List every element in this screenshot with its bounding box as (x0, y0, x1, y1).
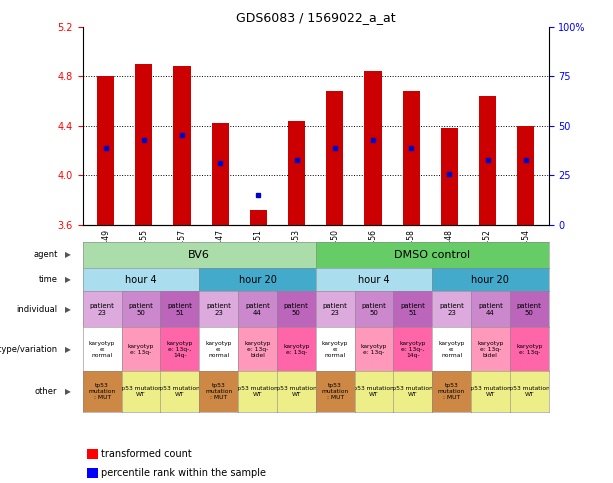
Text: other: other (35, 387, 58, 396)
Text: tp53
mutation
: MUT: tp53 mutation : MUT (205, 383, 232, 400)
Text: agent: agent (33, 250, 58, 259)
Text: ▶: ▶ (65, 275, 70, 284)
Text: ▶: ▶ (65, 305, 70, 314)
Text: time: time (39, 275, 58, 284)
Text: karyotyp
e: 13q-: karyotyp e: 13q- (283, 344, 310, 355)
Text: DMSO control: DMSO control (394, 250, 470, 260)
Text: genotype/variation: genotype/variation (0, 345, 58, 354)
Text: tp53 mutation:
WT: tp53 mutation: WT (118, 386, 164, 397)
Text: tp53 mutation:
WT: tp53 mutation: WT (274, 386, 319, 397)
Bar (88, 449, 97, 459)
Text: patient
50: patient 50 (284, 303, 309, 316)
Text: patient
23: patient 23 (439, 303, 464, 316)
Text: transformed count: transformed count (101, 449, 192, 459)
Text: ▶: ▶ (65, 387, 70, 396)
Text: patient
23: patient 23 (322, 303, 348, 316)
Text: individual: individual (17, 305, 58, 314)
Text: hour 20: hour 20 (238, 275, 276, 284)
Text: patient
51: patient 51 (400, 303, 425, 316)
Text: karyotyp
e: 13q-,
14q-: karyotyp e: 13q-, 14q- (167, 341, 193, 357)
Text: ▶: ▶ (65, 250, 70, 259)
Text: karyotyp
e: 13q-,
14q-: karyotyp e: 13q-, 14q- (400, 341, 426, 357)
Bar (326, 91, 343, 225)
Text: karyotyp
e: 13q-: karyotyp e: 13q- (516, 344, 543, 355)
Text: tp53
mutation
: MUT: tp53 mutation : MUT (438, 383, 465, 400)
Bar (517, 126, 535, 225)
Text: patient
23: patient 23 (89, 303, 115, 316)
Text: ▶: ▶ (65, 345, 70, 354)
Bar (250, 210, 267, 225)
Bar (403, 91, 420, 225)
Title: GDS6083 / 1569022_a_at: GDS6083 / 1569022_a_at (236, 11, 395, 24)
Text: tp53 mutation:
WT: tp53 mutation: WT (158, 386, 202, 397)
Bar (441, 128, 458, 225)
Text: karyotyp
e: 13q-
bidel: karyotyp e: 13q- bidel (244, 341, 271, 357)
Text: tp53 mutation:
WT: tp53 mutation: WT (235, 386, 280, 397)
Bar (479, 96, 496, 225)
Text: tp53 mutation:
WT: tp53 mutation: WT (390, 386, 435, 397)
Text: tp53 mutation:
WT: tp53 mutation: WT (351, 386, 397, 397)
Text: hour 4: hour 4 (358, 275, 390, 284)
Text: karyotyp
e:
normal: karyotyp e: normal (89, 341, 115, 357)
Text: tp53
mutation
: MUT: tp53 mutation : MUT (88, 383, 116, 400)
Text: patient
44: patient 44 (478, 303, 503, 316)
Text: tp53 mutation:
WT: tp53 mutation: WT (468, 386, 513, 397)
Bar (211, 123, 229, 225)
Text: hour 4: hour 4 (125, 275, 157, 284)
Bar (288, 121, 305, 225)
Bar (135, 64, 153, 225)
Text: patient
23: patient 23 (206, 303, 231, 316)
Text: tp53 mutation:
WT: tp53 mutation: WT (507, 386, 552, 397)
Text: hour 20: hour 20 (471, 275, 509, 284)
Text: karyotyp
e:
normal: karyotyp e: normal (438, 341, 465, 357)
Text: patient
50: patient 50 (362, 303, 386, 316)
Text: karyotyp
e: 13q-: karyotyp e: 13q- (360, 344, 387, 355)
Text: patient
50: patient 50 (129, 303, 153, 316)
Text: karyotyp
e:
normal: karyotyp e: normal (322, 341, 348, 357)
Bar (364, 71, 381, 225)
Text: patient
51: patient 51 (167, 303, 192, 316)
Text: tp53
mutation
: MUT: tp53 mutation : MUT (321, 383, 349, 400)
Text: karyotyp
e: 13q-
bidel: karyotyp e: 13q- bidel (477, 341, 504, 357)
Text: karyotyp
e: 13q-: karyotyp e: 13q- (128, 344, 154, 355)
Bar (88, 468, 97, 478)
Bar (173, 66, 191, 225)
Text: percentile rank within the sample: percentile rank within the sample (101, 468, 267, 478)
Text: patient
50: patient 50 (517, 303, 542, 316)
Text: karyotyp
e:
normal: karyotyp e: normal (205, 341, 232, 357)
Text: patient
44: patient 44 (245, 303, 270, 316)
Bar (97, 76, 114, 225)
Text: BV6: BV6 (188, 250, 210, 260)
